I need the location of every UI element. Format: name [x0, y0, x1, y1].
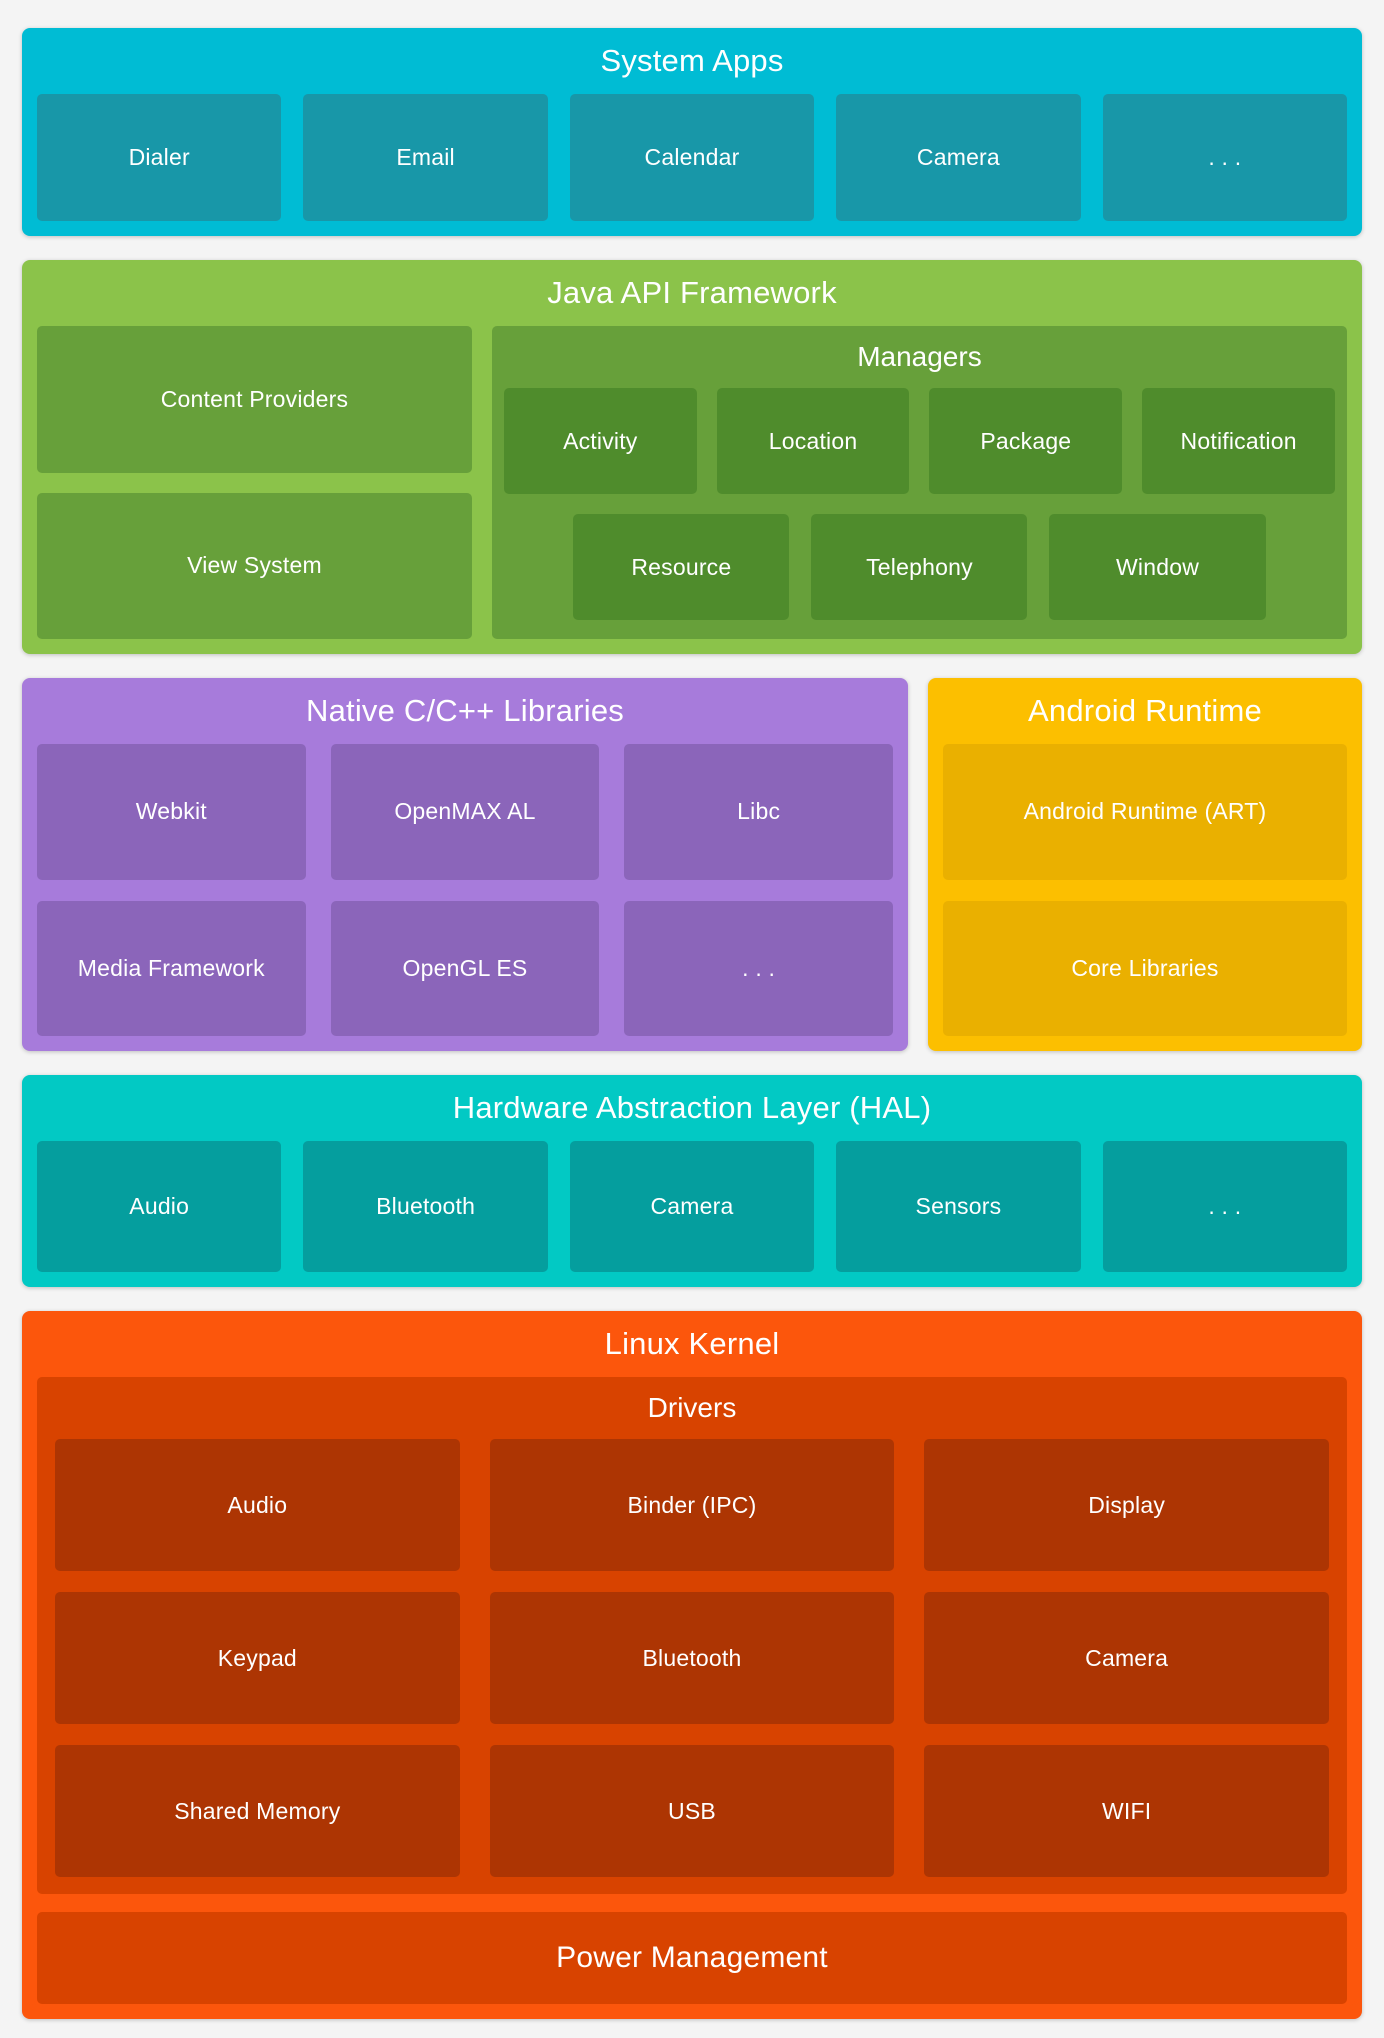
layer-native-libraries: Native C/C++ Libraries Webkit OpenMAX AL…: [22, 678, 908, 1051]
box-location-manager: Location: [716, 388, 910, 494]
box-openmax-al: OpenMAX AL: [330, 744, 600, 880]
box-more-apps: . . .: [1102, 94, 1348, 221]
layer-system-apps: System Apps Dialer Email Calendar Camera…: [22, 28, 1362, 236]
drivers-title: Drivers: [647, 1392, 737, 1423]
box-camera-app: Camera: [836, 94, 1081, 221]
box-audio-hal: Audio: [37, 1141, 282, 1272]
system-apps-title: System Apps: [600, 43, 784, 78]
box-bluetooth-driver: Bluetooth: [489, 1592, 895, 1724]
box-core-libraries: Core Libraries: [943, 900, 1347, 1036]
box-email: Email: [303, 94, 548, 221]
layer-java-api-framework: Java API Framework Content Providers Vie…: [22, 260, 1362, 654]
java-left-column: Content Providers View System: [37, 326, 472, 639]
box-keypad-driver: Keypad: [55, 1592, 460, 1724]
box-camera-driver: Camera: [924, 1592, 1329, 1724]
managers-row-2: Resource Telephony Window: [504, 514, 1335, 620]
box-display-driver: Display: [924, 1439, 1329, 1571]
system-apps-row: Dialer Email Calendar Camera . . .: [37, 94, 1348, 221]
box-opengl-es: OpenGL ES: [330, 900, 600, 1036]
box-media-framework: Media Framework: [37, 900, 306, 1036]
linux-kernel-title: Linux Kernel: [604, 1326, 780, 1361]
managers-row-1: Activity Location Package Notification: [503, 388, 1336, 494]
native-libraries-title: Native C/C++ Libraries: [306, 693, 624, 728]
hal-row: Audio Bluetooth Camera Sensors . . .: [37, 1141, 1348, 1272]
group-managers: Managers Activity Location Package Notif…: [491, 326, 1347, 639]
box-sensors-hal: Sensors: [836, 1141, 1081, 1272]
android-runtime-boxes: Android Runtime (ART) Core Libraries: [943, 744, 1347, 1036]
java-api-framework-title: Java API Framework: [547, 275, 837, 310]
box-notification-manager: Notification: [1142, 388, 1336, 494]
box-libc: Libc: [624, 744, 893, 880]
drivers-grid: Audio Binder (IPC) Display Keypad Blueto…: [55, 1439, 1329, 1877]
box-power-management: Power Management: [37, 1912, 1347, 2004]
box-window-manager: Window: [1049, 514, 1266, 620]
box-calendar: Calendar: [569, 94, 815, 221]
java-api-framework-content: Content Providers View System Managers A…: [37, 326, 1347, 639]
box-shared-memory-driver: Shared Memory: [55, 1745, 460, 1877]
box-package-manager: Package: [929, 388, 1123, 494]
hal-title: Hardware Abstraction Layer (HAL): [452, 1090, 932, 1125]
group-drivers: Drivers Audio Binder (IPC) Display Keypa…: [37, 1377, 1347, 1894]
box-audio-driver: Audio: [55, 1439, 460, 1571]
layer-linux-kernel: Linux Kernel Drivers Audio Binder (IPC) …: [22, 1311, 1362, 2019]
native-libraries-grid: Webkit OpenMAX AL Libc Media Framework O…: [37, 744, 893, 1036]
box-bluetooth-hal: Bluetooth: [303, 1141, 548, 1272]
android-runtime-title: Android Runtime: [1028, 693, 1262, 728]
box-view-system: View System: [37, 492, 472, 639]
box-telephony-manager: Telephony: [811, 514, 1028, 620]
box-more-libraries: . . .: [624, 900, 893, 1036]
box-binder-ipc-driver: Binder (IPC): [489, 1439, 895, 1571]
native-and-runtime-row: Native C/C++ Libraries Webkit OpenMAX AL…: [22, 678, 1362, 1051]
managers-title: Managers: [857, 341, 982, 372]
box-activity-manager: Activity: [503, 388, 697, 494]
box-usb-driver: USB: [489, 1745, 895, 1877]
box-android-runtime-art: Android Runtime (ART): [943, 744, 1347, 880]
box-camera-hal: Camera: [569, 1141, 815, 1272]
layer-hal: Hardware Abstraction Layer (HAL) Audio B…: [22, 1075, 1362, 1287]
layer-android-runtime: Android Runtime Android Runtime (ART) Co…: [928, 678, 1362, 1051]
box-dialer: Dialer: [37, 94, 282, 221]
box-resource-manager: Resource: [573, 514, 790, 620]
box-more-hal: . . .: [1102, 1141, 1348, 1272]
box-content-providers: Content Providers: [37, 326, 472, 473]
box-wifi-driver: WIFI: [924, 1745, 1329, 1877]
box-webkit: Webkit: [37, 744, 306, 880]
